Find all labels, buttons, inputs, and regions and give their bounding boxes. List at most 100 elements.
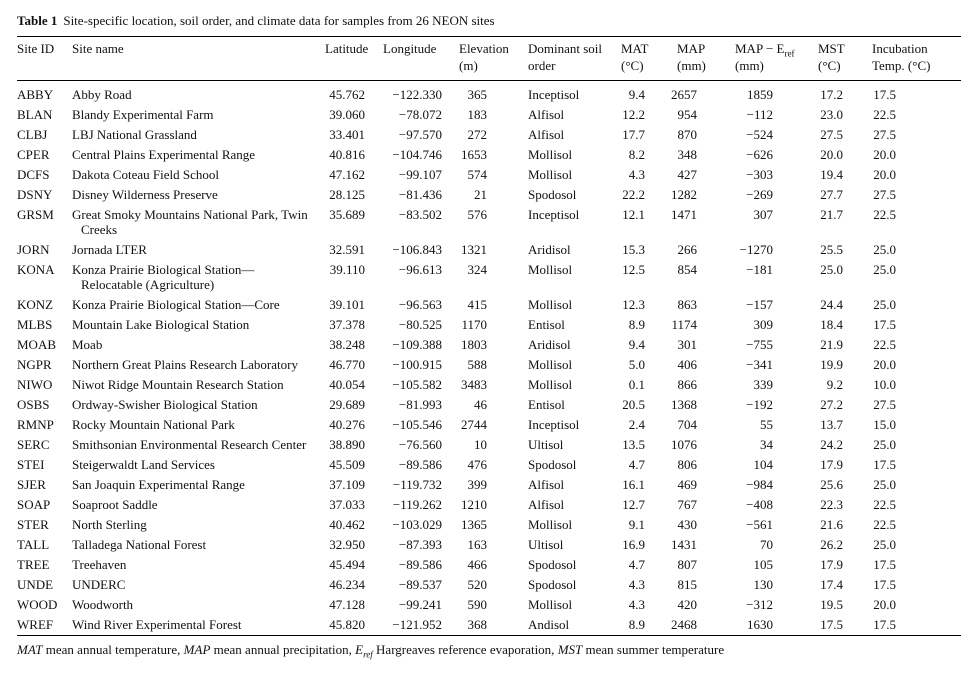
cell-soil: Andisol <box>528 617 570 632</box>
cell-inc: 22.5 <box>873 107 896 122</box>
cell-mst: 21.6 <box>820 517 843 532</box>
cell-soil: Inceptisol <box>528 417 580 432</box>
cell-id: KONZ <box>17 297 54 312</box>
cell-mapref: 339 <box>753 377 774 392</box>
cell-lat: 38.248 <box>329 337 365 352</box>
cell-mat: 17.7 <box>622 127 645 142</box>
cell-name: Talladega National Forest <box>72 537 207 552</box>
cell-elev: 415 <box>467 297 488 312</box>
cell-soil: Inceptisol <box>528 207 580 222</box>
cell-mst: 17.2 <box>820 87 843 102</box>
header-mat-unit: (°C) <box>621 58 644 73</box>
header-map-eref-unit: (mm) <box>735 58 764 73</box>
cell-lon: −106.843 <box>392 242 442 257</box>
table-caption: Table 1 Site-specific location, soil orde… <box>17 13 495 29</box>
cell-id: NIWO <box>17 377 53 392</box>
cell-id: SJER <box>17 477 46 492</box>
cell-lon: −119.732 <box>392 477 442 492</box>
cell-mapref: −192 <box>746 397 773 412</box>
cell-mapref: −112 <box>746 107 773 122</box>
cell-name: Wind River Experimental Forest <box>72 617 242 632</box>
cell-id: SERC <box>17 437 50 452</box>
cell-mapref: −524 <box>746 127 773 142</box>
cell-lon: −99.107 <box>398 167 442 182</box>
cell-lon: −81.436 <box>398 187 442 202</box>
cell-elev: 3483 <box>461 377 487 392</box>
cell-soil: Alfisol <box>528 127 565 142</box>
cell-mst: 27.7 <box>820 187 843 202</box>
cell-id: BLAN <box>17 107 53 122</box>
cell-name: Northern Great Plains Research Laborator… <box>72 357 298 372</box>
cell-name: Jornada LTER <box>72 242 147 257</box>
cell-id: MOAB <box>17 337 57 352</box>
cell-soil: Mollisol <box>528 377 573 392</box>
cell-map: 704 <box>677 417 698 432</box>
bottom-rule <box>17 635 961 636</box>
cell-lon: −97.570 <box>398 127 442 142</box>
cell-mat: 16.9 <box>622 537 645 552</box>
cell-soil: Mollisol <box>528 357 573 372</box>
cell-lon: −87.393 <box>398 537 442 552</box>
cell-inc: 25.0 <box>873 242 896 257</box>
cell-map: 301 <box>677 337 698 352</box>
cell-map: 1076 <box>671 437 697 452</box>
cell-lat: 45.494 <box>329 557 365 572</box>
cell-elev: 2744 <box>461 417 487 432</box>
footnote-eref-letter: E <box>355 642 364 657</box>
cell-mst: 26.2 <box>820 537 843 552</box>
cell-mst: 21.9 <box>820 337 843 352</box>
cell-name: San Joaquin Experimental Range <box>72 477 245 492</box>
cell-id: SOAP <box>17 497 51 512</box>
header-eref-subscript: ref <box>784 48 795 59</box>
cell-map: 954 <box>677 107 698 122</box>
cell-elev: 466 <box>467 557 488 572</box>
cell-soil: Mollisol <box>528 147 573 162</box>
cell-mapref: −984 <box>746 477 773 492</box>
cell-name: Dakota Coteau Field School <box>72 167 219 182</box>
cell-mapref: 309 <box>753 317 774 332</box>
cell-lat: 40.816 <box>329 147 365 162</box>
cell-mapref: −755 <box>746 337 773 352</box>
cell-lat: 39.110 <box>329 262 365 277</box>
footnote-map: MAP <box>183 642 211 657</box>
cell-soil: Inceptisol <box>528 87 580 102</box>
top-rule <box>17 36 961 37</box>
cell-name: Blandy Experimental Farm <box>72 107 214 122</box>
cell-lat: 37.109 <box>329 477 365 492</box>
cell-mat: 8.9 <box>628 317 645 332</box>
cell-id: CPER <box>17 147 50 162</box>
cell-mst: 19.5 <box>820 597 843 612</box>
cell-name: UNDERC <box>72 577 126 592</box>
cell-lon: −105.546 <box>392 417 442 432</box>
cell-inc: 25.0 <box>873 297 896 312</box>
cell-lon: −81.993 <box>398 397 442 412</box>
cell-lon: −119.262 <box>392 497 442 512</box>
cell-inc: 22.5 <box>873 207 896 222</box>
cell-map: 815 <box>677 577 698 592</box>
cell-inc: 22.5 <box>873 337 896 352</box>
cell-inc: 20.0 <box>873 167 896 182</box>
cell-inc: 22.5 <box>873 517 896 532</box>
cell-mat: 4.7 <box>628 557 645 572</box>
cell-map: 2657 <box>671 87 697 102</box>
footnote-map-def: mean annual precipitation, <box>210 642 356 657</box>
cell-lat: 37.378 <box>329 317 365 332</box>
cell-id: CLBJ <box>17 127 48 142</box>
cell-name-continued: Creeks <box>81 222 118 237</box>
cell-elev: 1210 <box>461 497 487 512</box>
header-mst-unit: (°C) <box>818 58 841 73</box>
cell-mapref: 55 <box>760 417 773 432</box>
header-rule <box>17 80 961 81</box>
cell-lon: −78.072 <box>398 107 442 122</box>
cell-elev: 183 <box>467 107 488 122</box>
cell-soil: Spodosol <box>528 187 577 202</box>
cell-mst: 17.9 <box>820 457 843 472</box>
cell-elev: 590 <box>467 597 488 612</box>
cell-map: 420 <box>677 597 698 612</box>
cell-lat: 32.950 <box>329 537 365 552</box>
cell-soil: Alfisol <box>528 497 565 512</box>
cell-mapref: −181 <box>746 262 773 277</box>
cell-mat: 4.3 <box>628 597 645 612</box>
cell-name: Disney Wilderness Preserve <box>72 187 218 202</box>
cell-soil: Entisol <box>528 397 565 412</box>
